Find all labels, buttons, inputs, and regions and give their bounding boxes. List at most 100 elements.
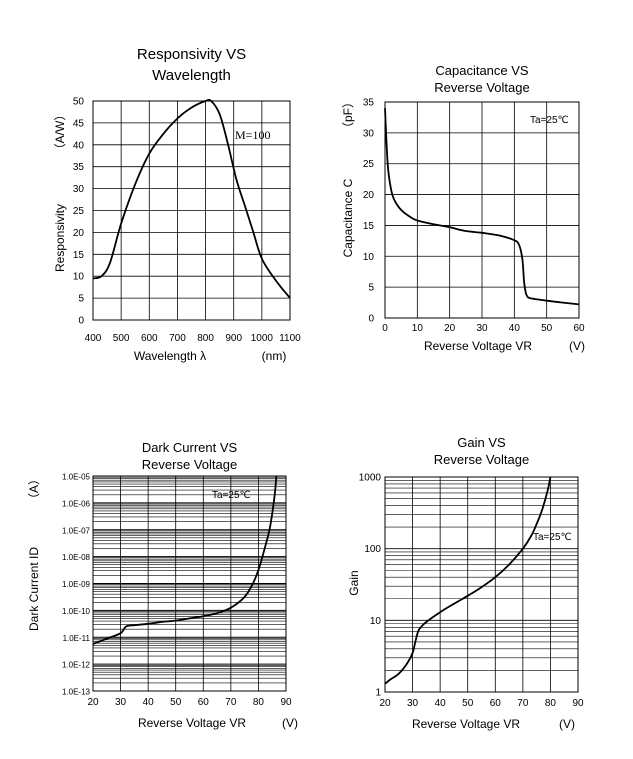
annotation-label: Ta=25℃ [212, 490, 251, 501]
y-tick-label: 10 [370, 616, 382, 627]
y-tick-label: 15 [363, 221, 375, 232]
y-tick-label: 1.0E-08 [62, 553, 91, 562]
x-tick-label: 30 [476, 323, 488, 334]
x-tick-label: 900 [225, 333, 242, 344]
y-tick-label: 10 [73, 272, 85, 283]
x-tick-label: 30 [407, 698, 419, 709]
chart-title: Responsivity VS [137, 46, 246, 63]
x-tick-label: 800 [197, 333, 214, 344]
series-line [92, 475, 278, 645]
x-tick-label: 400 [85, 333, 102, 344]
plot-frame [92, 100, 291, 321]
y-tick-label: 100 [364, 544, 381, 555]
y-tick-label: 30 [73, 184, 85, 195]
y-tick-label: 1000 [359, 473, 382, 484]
chart-dark-current: Dark Current VS Reverse Voltage 20 30 40 50 60… [27, 440, 298, 730]
annotation-label: Ta=25℃ [530, 115, 569, 126]
y-tick-label: 35 [363, 98, 375, 109]
chart-title: Dark Current VS [142, 440, 238, 455]
x-axis-label: Reverse Voltage VR [138, 716, 246, 730]
x-tick-label: 50 [170, 697, 182, 708]
y-axis-unit: （A） [27, 473, 41, 505]
y-tick-label: 30 [363, 128, 375, 139]
y-tick-label: 0 [78, 316, 84, 327]
x-tick-label: 20 [87, 697, 99, 708]
x-axis-unit: (V) [569, 339, 585, 353]
chart-title: Gain VS [457, 435, 506, 450]
y-tick-label: 1.0E-10 [62, 607, 91, 616]
y-tick-label: 50 [73, 97, 85, 108]
chart-title: Reverse Voltage [142, 457, 237, 472]
y-tick-label: 25 [73, 206, 85, 217]
y-axis-label: Dark Current ID [27, 547, 41, 631]
y-tick-label: 5 [78, 294, 84, 305]
y-tick-label: 1.0E-13 [62, 688, 91, 697]
y-tick-label: 25 [363, 159, 375, 170]
annotation-label: M=100 [235, 128, 270, 142]
y-axis-label: Responsivity [53, 204, 67, 272]
x-tick-label: 80 [545, 698, 557, 709]
chart-gain: Gain VS Reverse Voltage 20 30 40 50 60 70 80 90 1 1… [347, 435, 584, 731]
y-tick-label: 1.0E-11 [63, 634, 91, 643]
x-tick-label: 90 [280, 697, 292, 708]
x-tick-label: 40 [509, 323, 521, 334]
y-tick-label: 40 [73, 140, 85, 151]
y-tick-label: 10 [363, 252, 375, 263]
x-tick-label: 70 [225, 697, 237, 708]
y-axis-unit: （A/W） [53, 109, 67, 156]
x-axis-unit: (V) [559, 717, 575, 731]
x-tick-label: 600 [141, 333, 158, 344]
y-tick-label: 1.0E-09 [62, 580, 91, 589]
y-tick-label: 0 [368, 314, 374, 325]
x-axis-label: Reverse Voltage VR [412, 717, 520, 731]
x-tick-label: 500 [113, 333, 130, 344]
x-tick-label: 1000 [251, 333, 274, 344]
x-tick-label: 60 [490, 698, 502, 709]
x-tick-label: 1100 [279, 333, 301, 344]
x-tick-label: 20 [379, 698, 391, 709]
y-tick-label: 1.0E-06 [62, 499, 91, 508]
y-tick-label: 20 [363, 190, 375, 201]
y-tick-label: 20 [73, 228, 85, 239]
x-tick-label: 70 [517, 698, 529, 709]
x-tick-label: 700 [169, 333, 186, 344]
series-line [384, 108, 580, 306]
series-line [92, 98, 291, 299]
x-tick-label: 40 [435, 698, 447, 709]
plot-frame [384, 101, 580, 319]
annotation-label: Ta=25℃ [533, 532, 572, 543]
y-axis-unit: （pF） [341, 96, 355, 134]
x-tick-label: 10 [412, 323, 424, 334]
x-tick-label: 0 [382, 323, 388, 334]
x-tick-label: 60 [573, 323, 585, 334]
chart-title: Reverse Voltage [434, 452, 529, 467]
y-tick-label: 1.0E-05 [62, 473, 91, 482]
y-axis-label: Gain [347, 570, 361, 595]
x-tick-label: 20 [444, 323, 456, 334]
plot-frame [384, 476, 579, 693]
chart-title: Reverse Voltage [434, 80, 529, 95]
x-axis-label: Wavelength λ [134, 349, 206, 363]
y-axis-label: Capacitance C [341, 178, 355, 257]
x-tick-label: 50 [541, 323, 553, 334]
x-tick-label: 60 [198, 697, 210, 708]
y-tick-label: 1.0E-12 [62, 661, 91, 670]
x-tick-label: 90 [572, 698, 584, 709]
plot-frame [92, 475, 287, 692]
x-axis-unit: (nm) [262, 349, 287, 363]
y-tick-label: 1.0E-07 [62, 526, 91, 535]
y-tick-label: 35 [73, 162, 85, 173]
x-axis-unit: (V) [282, 716, 298, 730]
y-tick-label: 45 [73, 118, 85, 129]
x-tick-label: 40 [143, 697, 155, 708]
y-tick-label: 15 [73, 250, 85, 261]
x-tick-label: 80 [253, 697, 265, 708]
y-tick-label: 5 [368, 283, 374, 294]
series-line [384, 476, 552, 685]
x-tick-label: 50 [462, 698, 474, 709]
chart-title: Wavelength [152, 67, 231, 84]
x-tick-label: 30 [115, 697, 127, 708]
